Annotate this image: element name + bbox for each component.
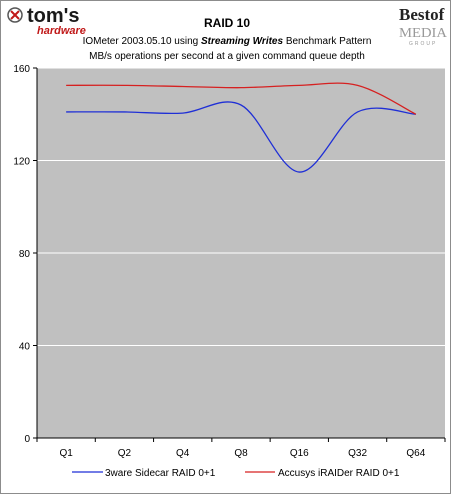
y-tick-label: 120 [13,157,30,168]
x-tick-label: Q8 [234,448,248,459]
media-text: MEDIA [399,26,448,41]
y-tick-labels: 0 40 80 120 160 [13,64,30,445]
subtitle-emphasis: Streaming Writes [201,36,283,47]
subtitle-part-1: IOMeter 2003.05.10 using [83,36,201,47]
group-text: GROUP [409,41,437,47]
x-tick-label: Q4 [176,448,190,459]
y-tick-label: 160 [13,64,30,75]
legend-label-accusys: Accusys iRAIDer RAID 0+1 [278,468,400,479]
x-tick-label: Q64 [406,448,425,459]
x-tick-label: Q16 [290,448,309,459]
y-tick-label: 80 [19,249,31,260]
legend-label-3ware: 3ware Sidecar RAID 0+1 [105,468,216,479]
series-line-2 [66,82,417,115]
x-tick-labels: Q1 Q2 Q4 Q8 Q16 Q32 Q64 [59,448,425,459]
toms-hardware-logo: tom's hardware [7,5,86,37]
y-tick-label: 40 [19,342,31,353]
y-tick-label: 0 [24,434,30,445]
logo-cross-icon [10,10,20,20]
chart-title: RAID 10 [204,16,250,30]
axes [36,68,446,442]
series-lines [66,82,417,173]
chart-subtitle: IOMeter 2003.05.10 using Streaming Write… [83,36,372,47]
x-tick-label: Q1 [59,448,73,459]
x-tick-label: Q2 [118,448,132,459]
legend: 3ware Sidecar RAID 0+1 Accusys iRAIDer R… [72,468,400,479]
series-line-1 [66,101,416,173]
bestof-media-logo: Bestof MEDIA GROUP [399,5,448,47]
subtitle-part-3: Benchmark Pattern [283,36,371,47]
logo-text: tom's [27,5,80,27]
bestof-text: Bestof [399,5,445,24]
x-tick-label: Q32 [348,448,367,459]
logo-subtext: hardware [37,25,86,37]
chart-subtitle-2: MB/s operations per second at a given co… [89,51,365,62]
gridlines [33,67,445,439]
